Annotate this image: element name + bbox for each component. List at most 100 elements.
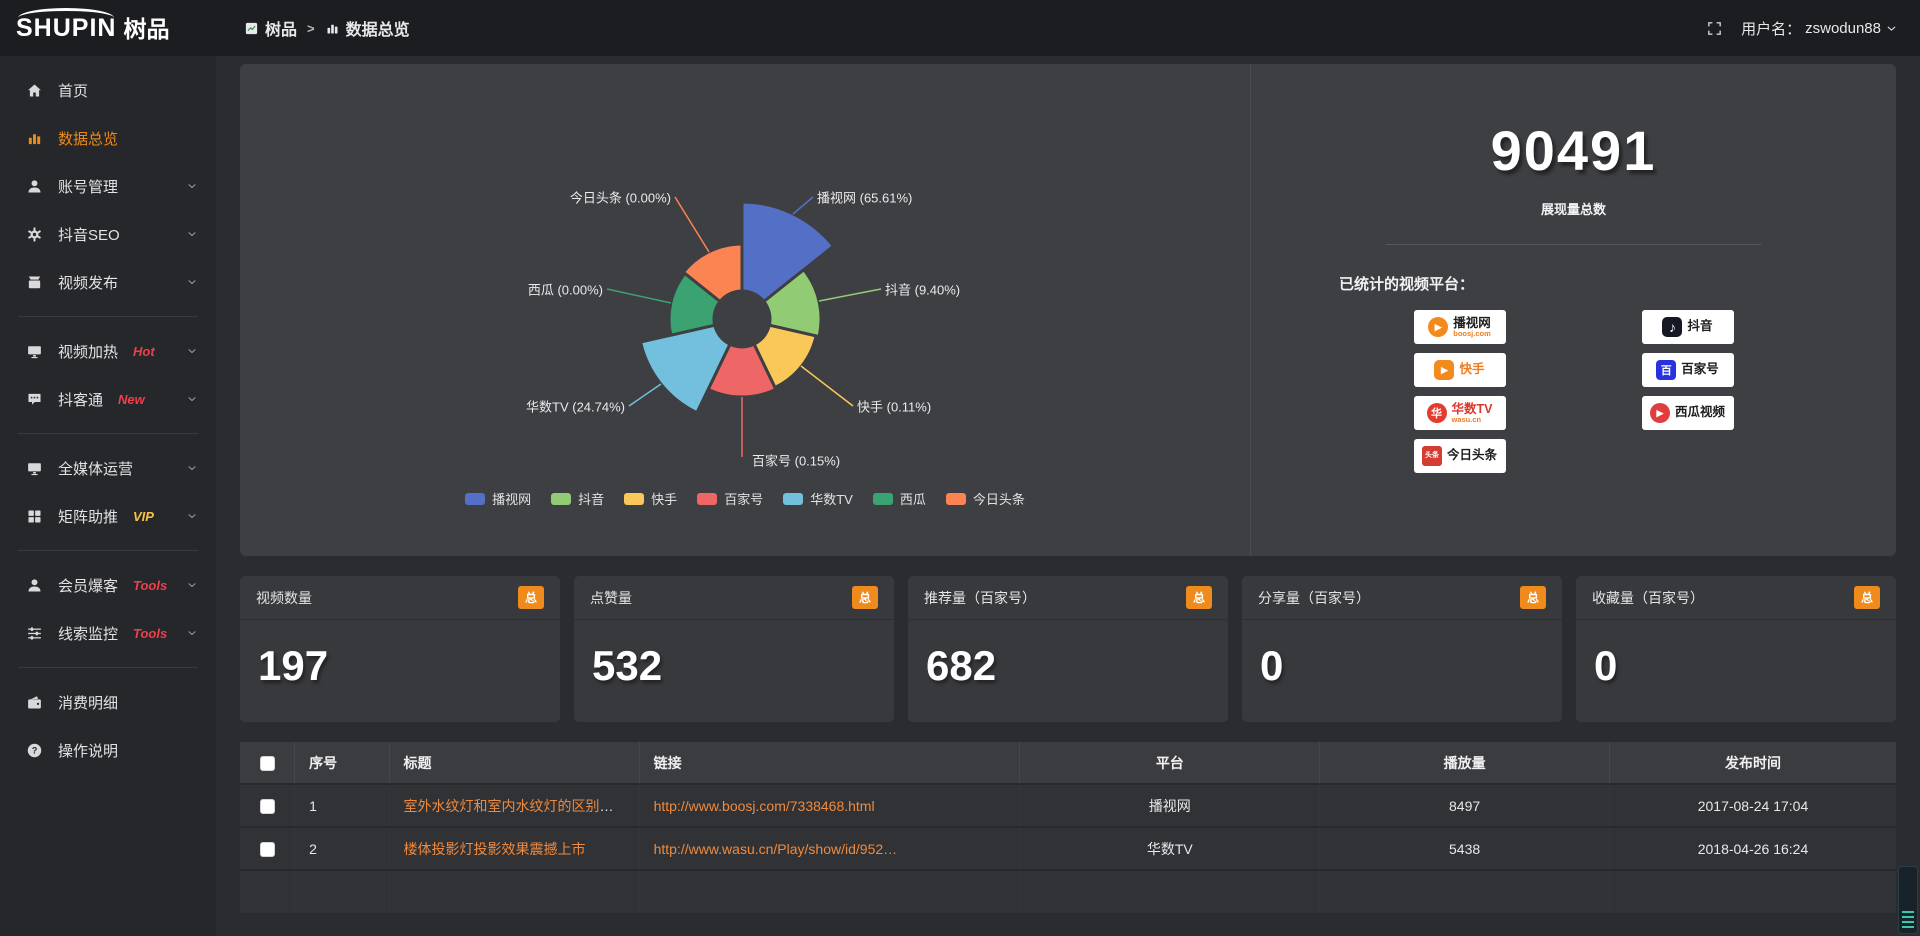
pie-label-line	[606, 288, 672, 304]
app-logo: SHUPIN 树品	[0, 7, 216, 41]
topbar: SHUPIN 树品 树品 > 数据总览 用户名： zswodun88	[0, 0, 1920, 56]
stat-card-label: 分享量（百家号）	[1258, 589, 1370, 606]
sidebar-item-matrix-boost[interactable]: 矩阵助推 VIP	[0, 492, 216, 540]
pie-slice-播视网[interactable]	[740, 200, 835, 303]
sidebar-item-label: 操作说明	[58, 742, 119, 760]
pie-slice-今日头条[interactable]	[681, 242, 744, 303]
stat-card-value: 532	[592, 642, 663, 689]
sidebar-item-operation-guide[interactable]: ? 操作说明	[0, 726, 216, 774]
sidebar-item-account-management[interactable]: 账号管理	[0, 162, 216, 210]
chevron-down-icon	[186, 228, 198, 240]
pie-slice-抖音[interactable]	[762, 268, 823, 339]
chevron-down-icon	[186, 579, 198, 591]
legend-item-华数TV[interactable]: 华数TV	[783, 489, 853, 508]
sidebar-item-douyin-seo[interactable]: 抖音SEO	[0, 210, 216, 258]
video-url-link[interactable]: http://www.wasu.cn/Play/show/id/952…	[653, 840, 898, 857]
select-all-checkbox[interactable]	[259, 755, 275, 771]
table-row[interactable]: 2 楼体投影灯投影效果震撼上市 http://www.wasu.cn/Play/sh…	[240, 826, 1896, 870]
breadcrumb-item-current[interactable]: 数据总览	[325, 16, 410, 40]
sidebar-item-home[interactable]: 首页	[0, 66, 216, 114]
legend-item-西瓜[interactable]: 西瓜	[872, 489, 926, 508]
platform-chip-name: 抖音	[1687, 319, 1713, 334]
stat-card-header: 点赞量 总	[574, 576, 894, 620]
pie-label-line	[818, 288, 882, 302]
legend-label: 华数TV	[810, 492, 853, 507]
douyin-logo-icon: ♪	[1662, 317, 1683, 337]
cell-no: 1	[294, 783, 390, 827]
table-row[interactable]	[240, 869, 1896, 913]
sidebar-item-label: 账号管理	[58, 178, 119, 196]
row-checkbox[interactable]	[259, 841, 275, 857]
sidebar-divider	[18, 550, 198, 551]
platform-chip-sub: wasu.cn	[1451, 414, 1482, 424]
sidebar-item-video-publish[interactable]: 视频发布	[0, 258, 216, 306]
impressions-total: 90491	[1490, 119, 1657, 182]
floating-widget[interactable]	[1898, 866, 1918, 934]
legend-item-快手[interactable]: 快手	[624, 489, 677, 508]
chevron-down-icon	[1885, 22, 1898, 35]
sidebar-item-douketong[interactable]: 抖客通 New	[0, 375, 216, 423]
sidebar-item-video-heating[interactable]: 视频加热 Hot	[0, 327, 216, 375]
legend-label: 百家号	[724, 492, 764, 507]
xigua-logo-icon: ▶	[1649, 403, 1670, 423]
sidebar-item-data-overview[interactable]: 数据总览	[0, 114, 216, 162]
rose-pie-chart	[606, 196, 882, 457]
video-title-link[interactable]: 室外水纹灯和室内水纹灯的区别和简介	[403, 797, 640, 814]
platform-chips-column-1: ▶ 播视网 boosj.com ▶ 快手华华数TV wasu.cn 头条 今日头条	[1413, 310, 1506, 473]
cell-platform: 华数TV	[1019, 826, 1321, 870]
sidebar-item-label: 视频加热	[58, 343, 119, 361]
row-checkbox[interactable]	[259, 798, 275, 814]
column-header-标题: 标题	[389, 742, 640, 784]
platform-chip-快手: ▶ 快手	[1413, 353, 1506, 387]
video-title-link[interactable]: 楼体投影灯投影效果震撼上市	[403, 840, 586, 857]
user-menu[interactable]: 用户名： zswodun88	[1741, 18, 1898, 39]
pie-label-华数TV: 华数TV (24.74%)	[526, 399, 625, 415]
platform-chip-name: 快手	[1459, 362, 1485, 377]
legend-item-播视网[interactable]: 播视网	[465, 489, 531, 508]
stat-cards-row: 视频数量总 197 点赞量总 532 推荐量（百家号）总 682 分享量（百家号）总 0 收藏量…	[240, 576, 1896, 722]
legend-item-百家号[interactable]: 百家号	[697, 489, 763, 508]
sidebar-item-label: 数据总览	[58, 130, 119, 148]
cell-no	[294, 869, 390, 913]
pie-slice-华数TV[interactable]	[639, 323, 732, 415]
sidebar-item-label: 抖音SEO	[58, 226, 120, 244]
table-row[interactable]: 1 室外水纹灯和室内水纹灯的区别和简介 http://www.boosj.com/7…	[240, 783, 1896, 827]
fullscreen-icon[interactable]	[1706, 20, 1723, 37]
legend-label: 播视网	[492, 492, 532, 507]
stat-card-label: 收藏量（百家号）	[1592, 589, 1704, 606]
legend-swatch	[624, 492, 645, 505]
topbar-right: 用户名： zswodun88	[1706, 18, 1920, 39]
user-icon	[26, 178, 43, 195]
gear-icon	[26, 226, 43, 243]
sidebar-item-lead-monitoring[interactable]: 线索监控 Tools	[0, 609, 216, 657]
wallet-icon	[26, 694, 43, 711]
videos-table-wrap: 序号 标题 链接 平台 播放量 发布时间 1 室外水纹灯和室内水纹灯的区别和简介 http://…	[240, 742, 1896, 913]
sidebar-item-label: 会员爆客	[58, 577, 119, 595]
sidebar-item-badge: New	[118, 391, 145, 407]
stat-card-点赞量: 点赞量 总 532	[574, 576, 894, 722]
column-header-序号: 序号	[294, 742, 390, 784]
platform-chip-sub: boosj.com	[1453, 328, 1491, 338]
sidebar-item-omnimedia-operation[interactable]: 全媒体运营	[0, 444, 216, 492]
cell-plays: 5438	[1319, 826, 1610, 870]
sidebar-item-label: 消费明细	[58, 694, 119, 712]
breadcrumb-item-root[interactable]: 树品	[244, 16, 297, 40]
legend-swatch	[551, 492, 572, 505]
platform-share-chart: 播视网 抖音 快手 百家号 华数TV 西瓜 今日头条 播视网 (65.61%) 抖音 (9.4…	[240, 64, 1250, 556]
sidebar-item-consumption-details[interactable]: 消费明细	[0, 678, 216, 726]
pie-label-快手: 快手 (0.11%)	[857, 399, 932, 415]
sidebar-item-badge: Tools	[133, 577, 168, 593]
column-header-播放量: 播放量	[1319, 742, 1610, 784]
legend-item-抖音[interactable]: 抖音	[551, 489, 604, 508]
legend-item-今日头条[interactable]: 今日头条	[945, 489, 1025, 508]
sliders-icon	[26, 625, 43, 642]
sidebar-item-label: 矩阵助推	[58, 508, 119, 526]
sidebar-item-member-burst[interactable]: 会员爆客 Tools	[0, 561, 216, 609]
main-content: 抖音seo数据全媒体运营数据询盘数据 播视网抖音快手百家号华数TV西瓜今日头条 …	[216, 0, 1920, 913]
platform-chip-name: 华数TV	[1451, 401, 1493, 416]
table-header-row: 序号 标题 链接 平台 播放量 发布时间	[240, 742, 1896, 784]
overview-panel: 播视网 抖音 快手 百家号 华数TV 西瓜 今日头条 播视网 (65.61%) 抖音 (9.4…	[240, 64, 1896, 556]
video-url-link[interactable]: http://www.boosj.com/7338468.html	[653, 797, 875, 814]
cell-plays: 8497	[1319, 783, 1610, 827]
total-badge: 总	[517, 586, 544, 609]
